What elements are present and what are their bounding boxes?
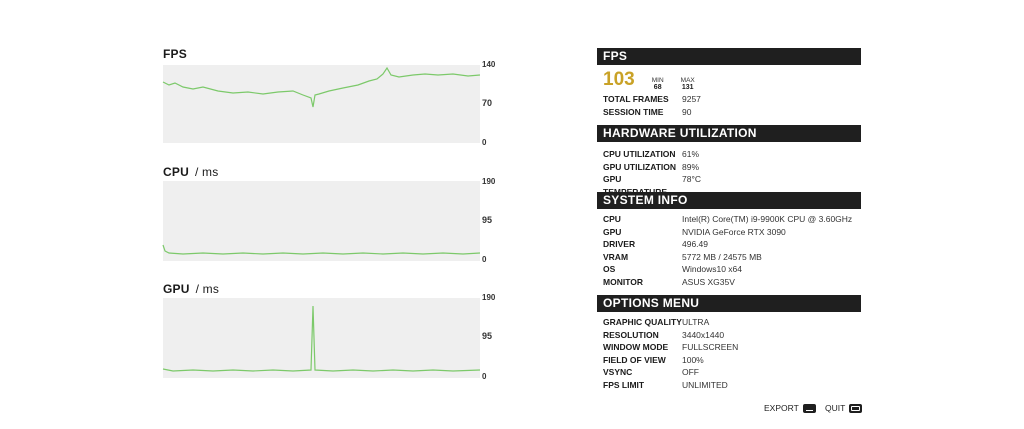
gpu-plot-area xyxy=(163,298,480,378)
options-rows: GRAPHIC QUALITY ULTRA RESOLUTION 3440x1440… xyxy=(597,316,861,391)
gpu-tick-mid: 95 xyxy=(482,331,493,341)
fps-row: SESSION TIME 90 xyxy=(603,106,692,117)
fps-max: MAX 131 xyxy=(679,77,697,91)
fps-row: TOTAL FRAMES 9257 xyxy=(603,94,701,104)
system-row: DRIVER 496.49 xyxy=(603,239,708,249)
fps-line xyxy=(162,66,481,108)
system-row: GPU NVIDIA GeForce RTX 3090 xyxy=(603,226,786,237)
gpu-tick-bottom: 0 xyxy=(482,372,487,381)
system-row: CPU Intel(R) Core(TM) i9-9900K CPU @ 3.60… xyxy=(603,214,853,224)
options-row: FPS LIMIT UNLIMITED xyxy=(603,379,728,390)
fps-rows: TOTAL FRAMES 9257 SESSION TIME 90 xyxy=(597,93,861,118)
export-label: EXPORT xyxy=(764,403,799,413)
system-section: SYSTEM INFO CPU Intel(R) Core(TM) i9-9900… xyxy=(597,192,861,288)
fps-tick-mid: 70 xyxy=(482,98,493,108)
cpu-line xyxy=(162,244,481,255)
cpu-tick-top: 190 xyxy=(482,177,496,186)
options-row: FIELD OF VIEW 100% xyxy=(603,354,704,365)
cpu-plot-area xyxy=(163,181,480,261)
fps-tick-top: 140 xyxy=(482,60,496,69)
options-row: WINDOW MODE FULLSCREEN xyxy=(603,342,739,352)
fps-max-value: 131 xyxy=(681,84,694,91)
cpu-tick-mid: 95 xyxy=(482,215,493,225)
quit-button[interactable]: QUIT xyxy=(825,403,863,413)
fps-summary: 103 MIN 68 MAX 131 xyxy=(597,69,861,91)
system-row: MONITOR ASUS XG35V xyxy=(603,276,735,287)
options-row: VSYNC OFF xyxy=(603,367,699,377)
quit-icon xyxy=(849,403,863,413)
fps-plot-area xyxy=(163,65,480,143)
system-rows: CPU Intel(R) Core(TM) i9-9900K CPU @ 3.60… xyxy=(597,213,861,288)
fps-graph-title: FPS xyxy=(163,47,187,61)
export-icon xyxy=(802,403,816,413)
hardware-row: GPU UTILIZATION 89% xyxy=(603,161,700,172)
export-button[interactable]: EXPORT xyxy=(764,403,816,413)
fps-tick-bottom: 0 xyxy=(482,138,487,147)
fps-current-value: 103 xyxy=(603,69,635,90)
hardware-row: CPU UTILIZATION 61% xyxy=(603,149,700,159)
system-row: VRAM 5772 MB / 24575 MB xyxy=(603,251,762,262)
cpu-graph-title: CPU / ms xyxy=(163,165,219,179)
fps-min: MIN 68 xyxy=(649,77,667,91)
system-section-header: SYSTEM INFO xyxy=(597,192,861,209)
options-row: GRAPHIC QUALITY ULTRA xyxy=(603,317,710,327)
gpu-tick-top: 190 xyxy=(482,293,496,302)
cpu-tick-bottom: 0 xyxy=(482,255,487,264)
options-section-header: OPTIONS MENU xyxy=(597,295,861,312)
hardware-rows: CPU UTILIZATION 61% GPU UTILIZATION 89% GP… xyxy=(597,148,861,197)
fps-section: FPS 103 MIN 68 MAX 131 TOTAL FRAMES 9257 … xyxy=(597,48,861,118)
gpu-line xyxy=(162,305,481,372)
options-row: RESOLUTION 3440x1440 xyxy=(603,329,725,340)
options-section: OPTIONS MENU GRAPHIC QUALITY ULTRA RESOLU… xyxy=(597,295,861,391)
hardware-section: HARDWARE UTILIZATION CPU UTILIZATION 61% … xyxy=(597,125,861,197)
fps-min-label: MIN xyxy=(651,77,664,84)
gpu-graph-title: GPU / ms xyxy=(163,282,220,296)
fps-max-label: MAX xyxy=(680,77,695,84)
fps-min-value: 68 xyxy=(653,84,662,91)
hardware-row: GPU TEMPERATURE78°C xyxy=(603,174,701,197)
quit-label: QUIT xyxy=(825,403,846,413)
hardware-section-header: HARDWARE UTILIZATION xyxy=(597,125,861,142)
fps-section-header: FPS xyxy=(597,48,861,65)
system-row: OS Windows10 x64 xyxy=(603,264,743,274)
